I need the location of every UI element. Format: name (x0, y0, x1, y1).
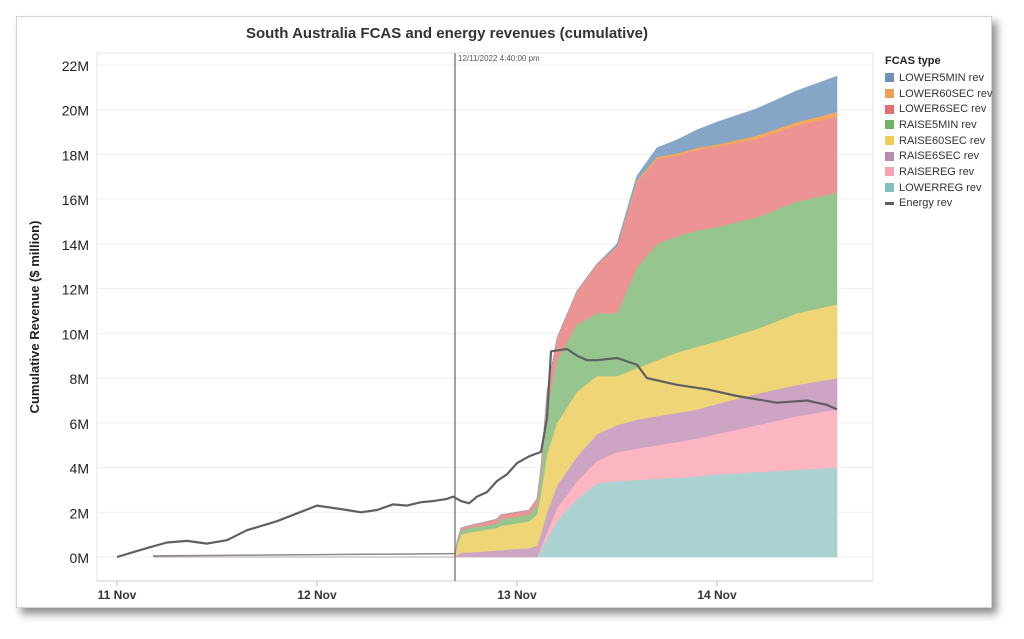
legend-label: RAISE6SEC rev (899, 150, 980, 163)
annotation-label: 12/11/2022 4:40:00 pm (458, 54, 540, 63)
legend-item: LOWERREG rev (885, 180, 989, 196)
legend-title: FCAS type (885, 55, 941, 67)
legend-swatch (885, 104, 894, 114)
legend-item: Energy rev (885, 196, 989, 212)
legend: FCAS type LOWER5MIN rev LOWER60SEC rev LOW… (885, 55, 993, 212)
legend-swatch (885, 73, 894, 83)
chart-title: South Australia FCAS and energy revenues… (245, 25, 649, 42)
legend-swatch (885, 120, 894, 130)
y-tick-label: 6M (70, 416, 89, 432)
legend-label: RAISEREG rev (899, 165, 975, 178)
x-tick-label: 11 Nov (98, 588, 137, 602)
legend-label: RAISE5MIN rev (899, 118, 977, 131)
legend-label: LOWER60SEC rev (899, 87, 993, 100)
legend-item: LOWER6SEC rev (885, 101, 989, 117)
legend-item: LOWER5MIN rev (885, 70, 989, 86)
legend-item: RAISEREG rev (885, 164, 989, 180)
area-lower5min-rev (153, 75, 838, 558)
legend-label: LOWER6SEC rev (899, 103, 987, 116)
y-tick-label: 2M (70, 505, 89, 521)
legend-item: RAISE60SEC rev (885, 133, 989, 149)
legend-swatch (885, 89, 894, 99)
legend-label: LOWERREG rev (899, 181, 982, 194)
y-axis-label: Cumulative Revenue ($ million) (27, 221, 42, 414)
y-tick-label: 4M (70, 461, 89, 477)
x-tick-label: 14 Nov (697, 588, 737, 602)
legend-swatch (885, 201, 894, 205)
legend-label: Energy rev (899, 197, 953, 210)
chart-card: South Australia FCAS and energy revenues… (16, 16, 993, 608)
legend-label: RAISE60SEC rev (899, 134, 986, 147)
legend-item: RAISE6SEC rev (885, 148, 989, 164)
y-tick-label: 0M (70, 550, 89, 566)
legend-item: RAISE5MIN rev (885, 117, 989, 133)
legend-swatch (885, 167, 894, 177)
x-tick-label: 13 Nov (497, 588, 537, 602)
y-tick-label: 18M (62, 147, 89, 163)
legend-item: LOWER60SEC rev (885, 86, 993, 102)
y-tick-label: 8M (70, 371, 89, 387)
y-tick-label: 22M (62, 58, 89, 74)
fcas-baseline (152, 552, 456, 557)
y-tick-label: 12M (62, 282, 89, 298)
x-tick-label: 12 Nov (297, 588, 337, 602)
y-tick-label: 10M (62, 326, 89, 342)
legend-swatch (885, 151, 894, 161)
legend-label: LOWER5MIN rev (899, 71, 984, 84)
legend-swatch (885, 136, 894, 146)
energy-line (116, 347, 838, 559)
y-tick-label: 16M (62, 192, 89, 208)
y-tick-label: 14M (62, 237, 89, 253)
y-tick-label: 20M (62, 103, 89, 119)
chart-plot: 0M 2M 4M 6M 8M 10M 12M 14M 16M 18M 20M 22M 11 Nov 12 … (27, 52, 874, 602)
legend-swatch (885, 183, 894, 193)
